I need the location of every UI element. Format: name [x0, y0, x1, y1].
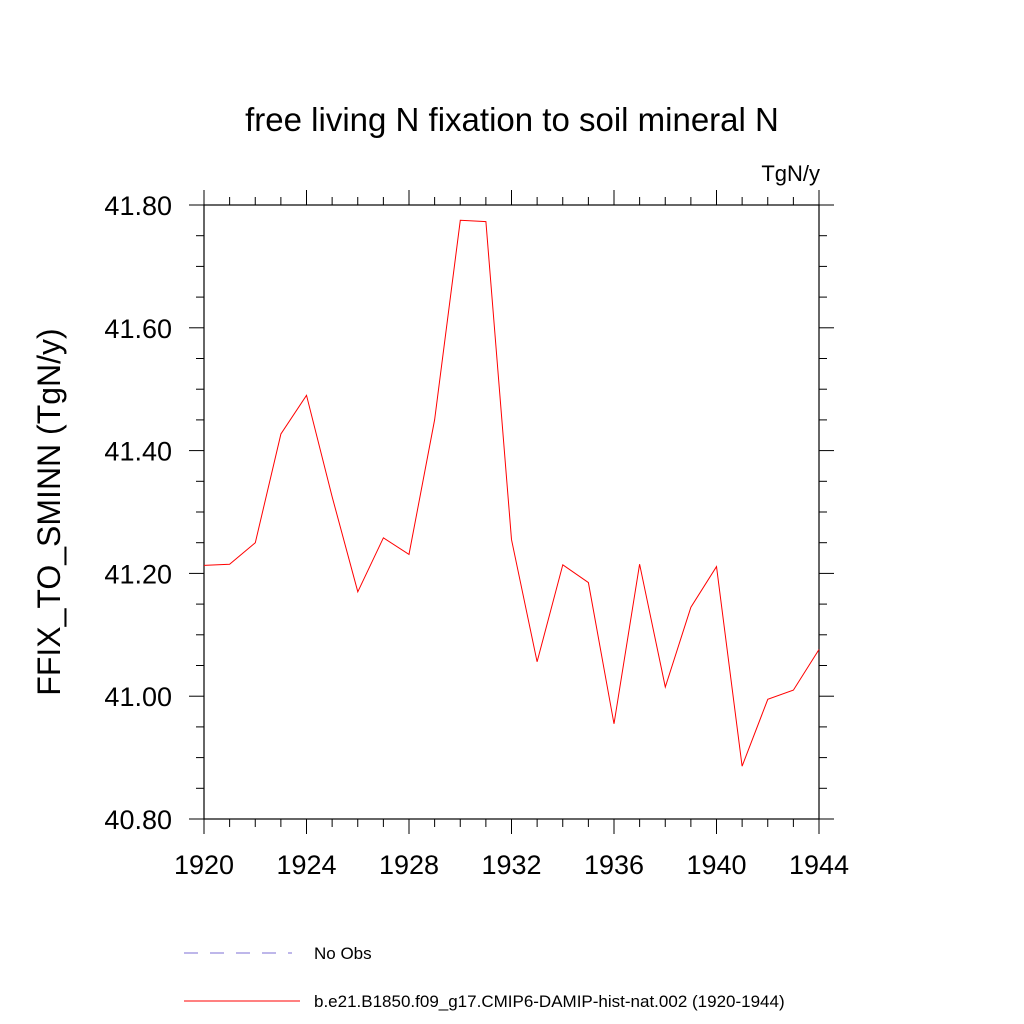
- x-tick-label: 1944: [789, 850, 849, 880]
- x-tick-label: 1920: [174, 850, 234, 880]
- series-line: [203, 219, 820, 767]
- y-tick-label: 41.40: [104, 437, 172, 467]
- y-tick-label: 41.80: [104, 191, 172, 221]
- x-tick-label: 1928: [379, 850, 439, 880]
- x-tick-label: 1936: [584, 850, 644, 880]
- chart-title: free living N fixation to soil mineral N: [245, 101, 779, 138]
- y-tick-label: 41.60: [104, 314, 172, 344]
- y-tick-label: 41.00: [104, 682, 172, 712]
- y-tick-label: 41.20: [104, 559, 172, 589]
- y-axis-label: FFIX_TO_SMINN (TgN/y): [31, 328, 67, 695]
- x-tick-label: 1932: [481, 850, 541, 880]
- legend: No Obs b.e21.B1850.f09_g17.CMIP6-DAMIP-h…: [184, 944, 785, 1011]
- units-label: TgN/y: [761, 161, 820, 186]
- axis-ticks: [189, 190, 834, 834]
- x-tick-labels: 1920 1924 1928 1932 1936 1940 1944: [174, 850, 849, 880]
- plot-frame: [203, 204, 820, 820]
- y-tick-labels: 40.80 41.00 41.20 41.40 41.60 41.80: [104, 191, 172, 835]
- x-tick-label: 1940: [686, 850, 746, 880]
- x-tick-label: 1924: [276, 850, 336, 880]
- y-tick-label: 40.80: [104, 805, 172, 835]
- series-layer: [203, 219, 820, 767]
- legend-label-model: b.e21.B1850.f09_g17.CMIP6-DAMIP-hist-nat…: [314, 992, 785, 1011]
- legend-label-no-obs: No Obs: [314, 944, 372, 963]
